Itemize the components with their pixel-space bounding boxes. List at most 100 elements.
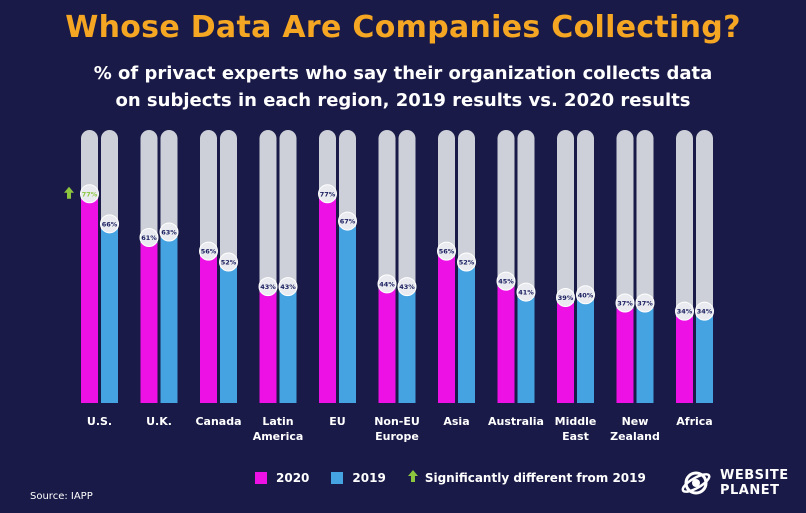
value-badge-2019-asia	[457, 252, 476, 272]
value-label-2019-africa: 34%	[697, 308, 713, 316]
value-badge-2020-u-s-	[80, 184, 99, 204]
bar-base-2019-latin-america	[279, 393, 297, 403]
value-badge-2019-latin-america	[278, 277, 298, 297]
bar-base-2019-new-zealand	[636, 393, 654, 403]
subtitle-line-1: % of privact experts who say their organ…	[93, 63, 713, 84]
bar-2020-africa	[676, 310, 693, 403]
value-label-2019-asia: 52%	[459, 259, 475, 267]
category-label-canada-0: Canada	[195, 415, 241, 428]
value-label-2019-australia: 41%	[518, 289, 534, 297]
bar-2020-eu	[319, 192, 336, 403]
category-label-middle-east-0: Middle	[555, 415, 597, 428]
value-badge-2020-asia	[437, 241, 456, 261]
legend-swatch-2019	[331, 471, 344, 484]
legend-item-significant: Significantly different from 2019	[407, 470, 646, 485]
bar-base-2020-latin-america	[259, 393, 277, 403]
value-badge-2020-new-zealand	[615, 293, 635, 313]
value-label-2020-canada: 56%	[201, 248, 217, 256]
bar-2019-africa	[696, 310, 713, 403]
category-label-non-eu-europe-0: Non-EU	[374, 415, 420, 428]
bar-2019-asia	[458, 261, 475, 403]
bar-base-2019-non-eu-europe	[398, 393, 416, 403]
legend-label-2019: 2019	[352, 470, 386, 485]
value-badge-2020-eu	[318, 184, 337, 204]
bar-2019-canada	[220, 261, 237, 403]
category-label-new-zealand-1: Zealand	[610, 430, 660, 443]
category-label-u-k--0: U.K.	[146, 415, 172, 428]
value-label-2019-eu: 67%	[340, 218, 356, 226]
category-label-latin-america-0: Latin	[262, 415, 293, 428]
bar-base-2019-u-k-	[160, 393, 178, 403]
value-label-2019-non-eu-europe: 43%	[399, 283, 415, 291]
chart-title: Whose Data Are Companies Collecting?	[65, 10, 741, 45]
bar-base-2020-u-s-	[81, 393, 98, 403]
value-badge-2020-middle-east	[556, 288, 575, 308]
value-label-2019-u-s-: 66%	[102, 220, 118, 228]
legend-swatch-2020	[255, 471, 267, 484]
bar-base-2019-middle-east	[577, 393, 594, 403]
value-badge-2019-australia	[516, 282, 536, 302]
bar-2020-australia	[497, 280, 515, 403]
logo-line-2: PLANET	[720, 483, 780, 498]
bar-2019-non-eu-europe	[398, 285, 416, 403]
value-badge-2020-u-k-	[139, 227, 159, 247]
bar-base-2020-non-eu-europe	[378, 393, 396, 403]
value-badge-2019-africa	[695, 301, 714, 321]
value-badge-2019-non-eu-europe	[397, 277, 417, 297]
value-badge-2019-eu	[338, 211, 357, 231]
bar-base-2020-asia	[438, 393, 455, 403]
category-label-u-s--0: U.S.	[87, 415, 112, 428]
significance-arrow-icon	[64, 186, 74, 199]
value-badge-2020-latin-america	[258, 277, 278, 297]
category-label-australia-0: Australia	[488, 415, 544, 428]
value-label-2020-australia: 45%	[498, 278, 514, 286]
value-badge-2020-non-eu-europe	[377, 274, 397, 294]
category-label-latin-america-1: America	[253, 430, 304, 443]
bar-base-2020-australia	[497, 393, 515, 403]
value-label-2019-new-zealand: 37%	[637, 299, 653, 307]
category-label-asia-0: Asia	[443, 415, 469, 428]
legend-label-2020: 2020	[276, 470, 310, 485]
bar-2020-new-zealand	[616, 301, 634, 403]
legend-label-significant: Significantly different from 2019	[424, 470, 646, 485]
bar-2020-non-eu-europe	[378, 282, 396, 403]
bar-base-2019-australia	[517, 393, 535, 403]
value-label-2020-latin-america: 43%	[260, 283, 276, 291]
bar-2019-new-zealand	[636, 301, 654, 403]
logo-line-1: WEBSITE	[720, 468, 789, 483]
value-label-2019-latin-america: 43%	[280, 283, 296, 291]
bar-2020-latin-america	[259, 285, 277, 403]
bar-2020-middle-east	[557, 296, 574, 403]
value-label-2019-middle-east: 40%	[578, 291, 594, 299]
bar-2019-middle-east	[577, 293, 594, 403]
chart-subtitle: % of privact experts who say their organ…	[0, 60, 806, 114]
up-arrow-icon	[407, 470, 418, 485]
legend-item-2019: 2019	[331, 470, 386, 485]
value-badge-2020-australia	[496, 271, 516, 291]
value-label-2020-eu: 77%	[320, 190, 336, 198]
bar-2019-australia	[517, 291, 535, 403]
category-label-middle-east-1: East	[562, 430, 589, 443]
website-planet-logo: WEBSITE PLANET	[680, 467, 789, 499]
bar-base-2019-africa	[696, 393, 713, 403]
value-badge-2019-u-k-	[159, 222, 179, 242]
bar-base-2020-u-k-	[140, 393, 158, 403]
bar-base-2019-canada	[220, 393, 237, 403]
bar-2020-canada	[200, 250, 217, 403]
value-label-2020-u-k-: 61%	[141, 234, 157, 242]
value-label-2019-canada: 52%	[221, 259, 237, 267]
value-label-2019-u-k-: 63%	[161, 229, 177, 237]
bar-base-2019-u-s-	[101, 393, 118, 403]
bar-2019-u-s-	[101, 222, 118, 403]
bar-base-2020-africa	[676, 393, 693, 403]
value-label-2020-asia: 56%	[439, 248, 455, 256]
bar-base-2020-middle-east	[557, 393, 574, 403]
bar-base-2020-canada	[200, 393, 217, 403]
bar-2020-asia	[438, 250, 455, 403]
bar-base-2020-new-zealand	[616, 393, 634, 403]
bar-base-2019-eu	[339, 393, 356, 403]
bar-2019-eu	[339, 220, 356, 403]
bar-2019-latin-america	[279, 285, 297, 403]
source-note: Source: IAPP	[30, 491, 93, 502]
bar-2020-u-k-	[140, 236, 158, 403]
